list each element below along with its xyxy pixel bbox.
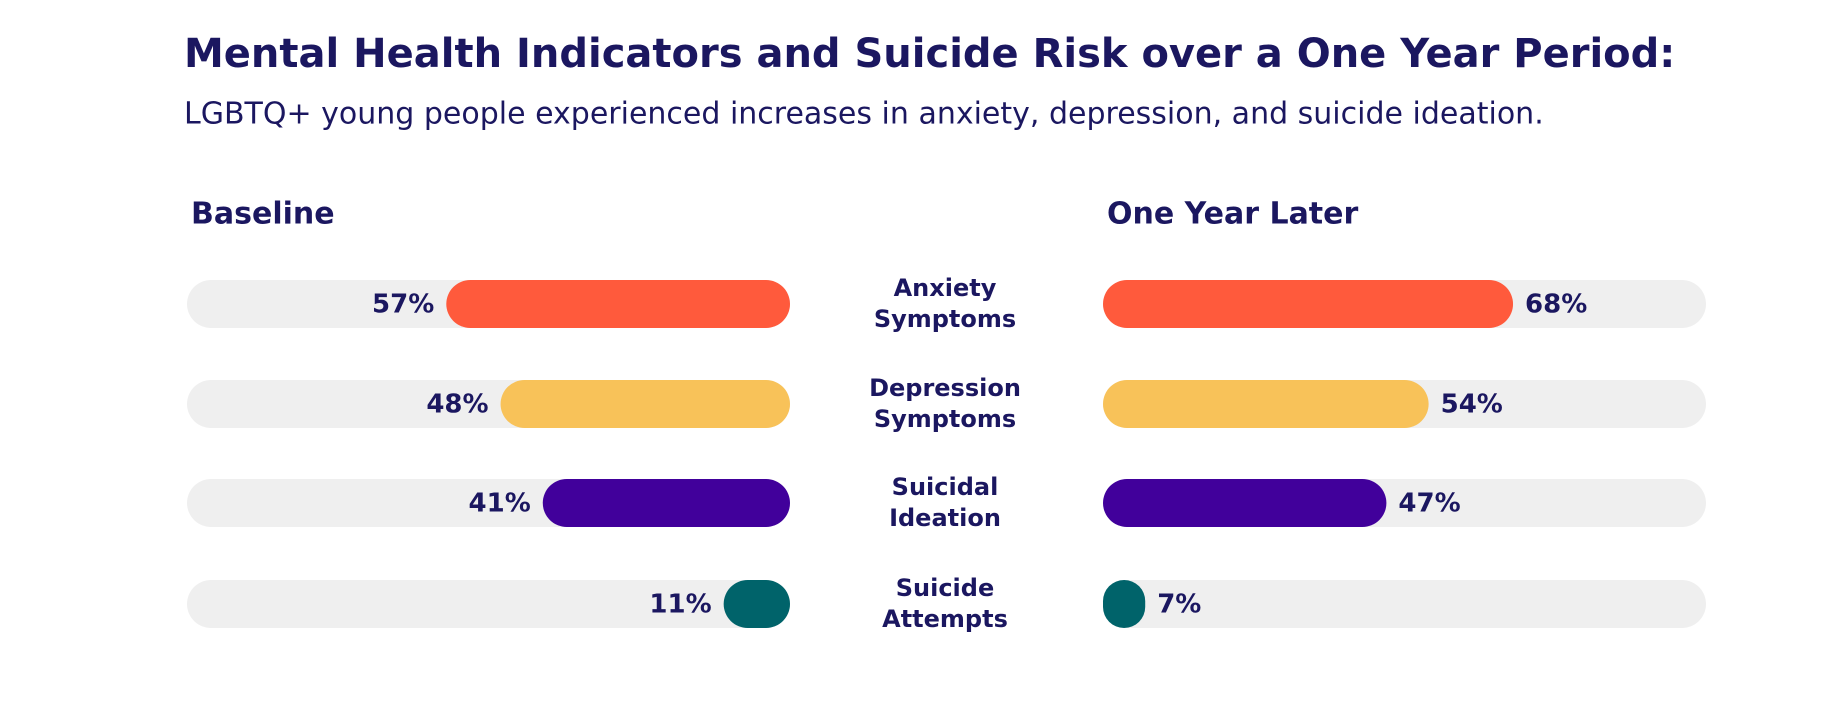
bar	[1103, 380, 1429, 428]
category-label: Suicide Attempts	[882, 574, 1008, 633]
value-label: 41%	[469, 489, 531, 519]
bar	[1103, 280, 1514, 328]
category-label: Suicidal Ideation	[889, 473, 1001, 532]
value-label: 68%	[1525, 290, 1587, 320]
value-label: 57%	[372, 290, 434, 320]
chart-title: Mental Health Indicators and Suicide Ris…	[184, 31, 1675, 77]
category-label: Anxiety Symptoms	[873, 274, 1017, 333]
chart-subtitle: LGBTQ+ young people experienced increase…	[184, 97, 1544, 132]
bar	[1103, 479, 1387, 527]
value-label: 54%	[1441, 390, 1503, 420]
track	[1103, 580, 1706, 628]
category-label: Depression Symptoms	[869, 374, 1021, 433]
value-label: 48%	[426, 390, 488, 420]
value-label: 7%	[1157, 590, 1201, 620]
bar	[500, 380, 790, 428]
bar	[1103, 580, 1146, 628]
panel-header: One Year Later	[1107, 197, 1358, 232]
bar	[542, 479, 790, 527]
bar	[446, 280, 790, 328]
bar	[723, 580, 790, 628]
value-label: 11%	[649, 590, 711, 620]
value-label: 47%	[1398, 489, 1460, 519]
panel-header: Baseline	[191, 197, 335, 232]
track	[187, 580, 790, 628]
